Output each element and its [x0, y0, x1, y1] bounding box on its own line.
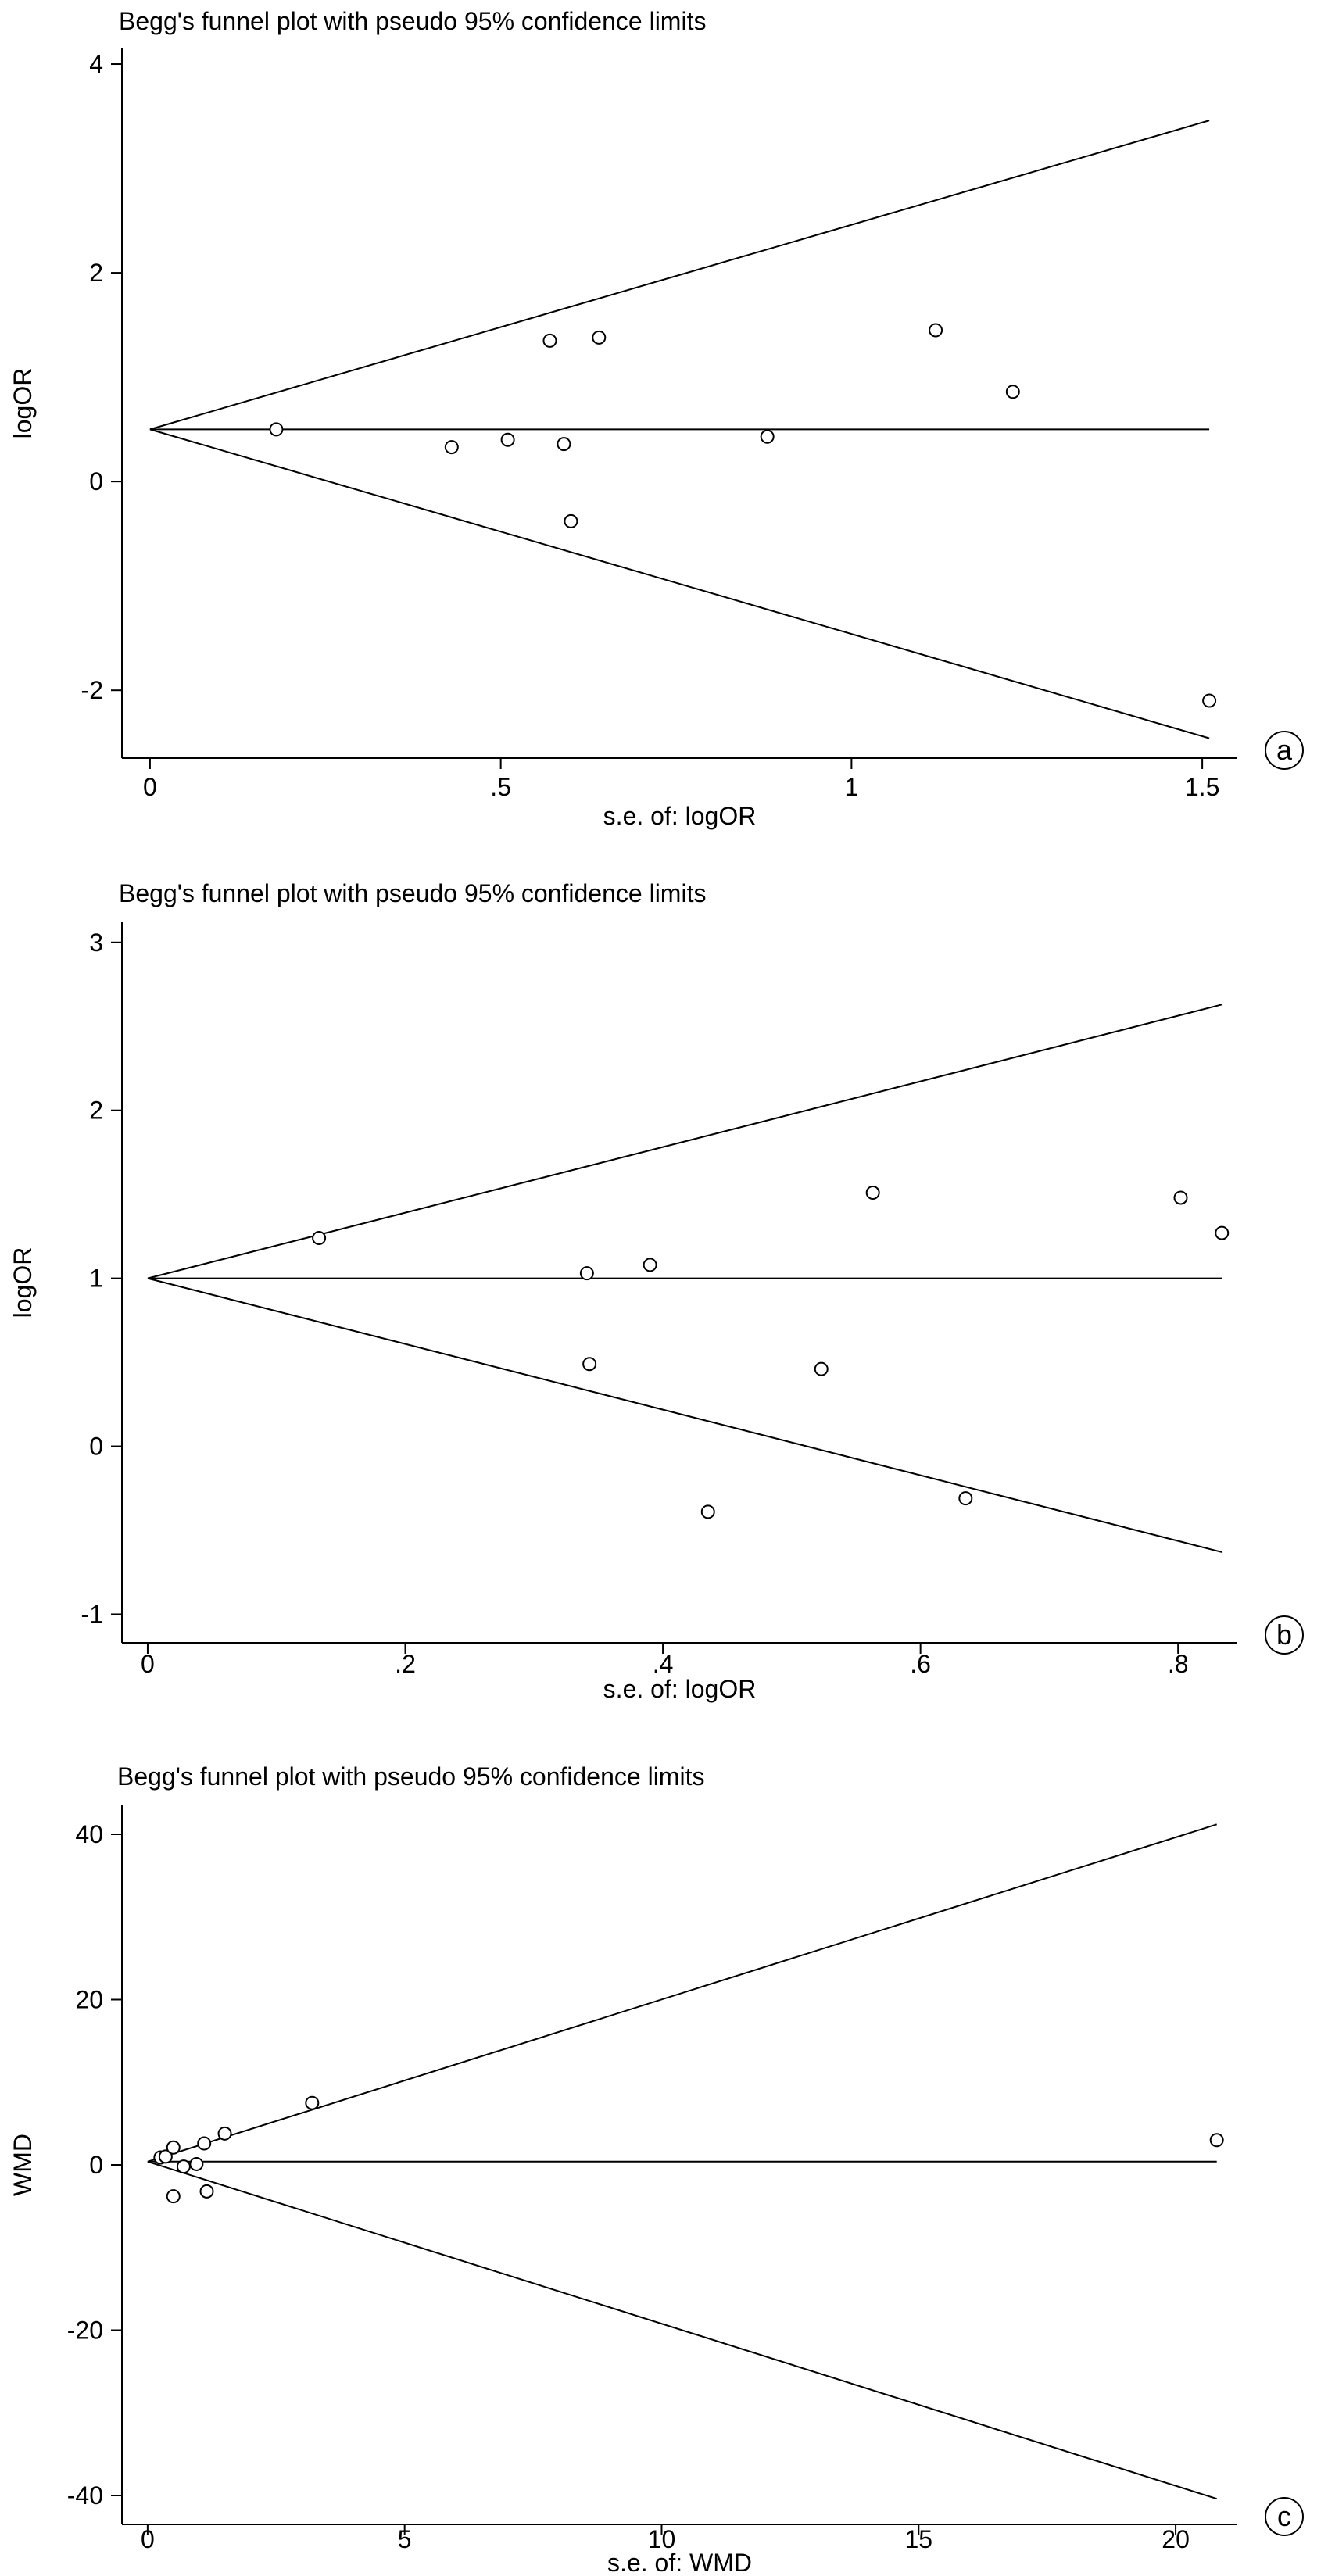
upper-confidence-limit-line — [149, 120, 1210, 431]
lower-confidence-limit-line — [147, 2160, 1217, 2500]
x-tick-label: 1.5 — [1185, 773, 1219, 801]
upper-confidence-limit-line — [147, 1004, 1222, 1279]
x-tick-label: .6 — [910, 1650, 931, 1678]
y-tick-label: 0 — [89, 2151, 103, 2179]
chart-title: Begg's funnel plot with pseudo 95% confi… — [119, 7, 706, 35]
study-point — [592, 330, 607, 345]
lower-confidence-limit-line — [149, 428, 1210, 739]
x-tick-label: 10 — [648, 2525, 676, 2553]
study-point — [1005, 385, 1020, 399]
study-point — [189, 2156, 204, 2171]
study-point — [217, 2126, 232, 2141]
lower-confidence-limit-line — [147, 1277, 1222, 1553]
chart-title: Begg's funnel plot with pseudo 95% confi… — [117, 1762, 704, 1791]
x-tick-label: .5 — [490, 773, 511, 801]
study-point — [500, 432, 515, 447]
study-point — [557, 437, 571, 452]
study-point — [582, 1357, 597, 1372]
study-point — [814, 1361, 829, 1376]
panel-label: b — [1276, 1619, 1292, 1651]
panel-label-circle — [1265, 1615, 1304, 1655]
study-point — [1202, 693, 1217, 708]
study-point — [542, 333, 557, 348]
x-tick-label: 0 — [143, 773, 157, 801]
funnel-plot-panel-b: Begg's funnel plot with pseudo 95% confi… — [9, 879, 1304, 1703]
study-point — [929, 323, 943, 338]
study-point — [865, 1186, 880, 1200]
y-tick-label: 20 — [75, 1986, 103, 2014]
y-tick-label: -20 — [67, 2316, 103, 2344]
panel-label: c — [1277, 2500, 1291, 2532]
x-axis-label: s.e. of: logOR — [603, 802, 757, 830]
y-axis-label: logOR — [9, 1247, 37, 1318]
y-tick-label: 2 — [89, 1097, 103, 1125]
study-point — [176, 2159, 191, 2174]
upper-confidence-limit-line — [147, 1823, 1217, 2163]
study-point — [444, 440, 459, 455]
y-tick-label: 3 — [89, 928, 103, 957]
x-axis-label: s.e. of: logOR — [603, 1675, 757, 1703]
x-tick-label: 15 — [904, 2525, 932, 2553]
study-point — [700, 1504, 715, 1519]
study-point — [760, 429, 775, 444]
study-point — [958, 1491, 973, 1506]
study-point — [166, 2189, 181, 2204]
x-axis-label: s.e. of: WMD — [607, 2549, 752, 2576]
study-point — [197, 2136, 212, 2151]
study-point — [1215, 1225, 1230, 1240]
panel-label-circle — [1265, 2497, 1304, 2536]
y-tick-label: 0 — [89, 467, 103, 496]
x-tick-label: 1 — [844, 773, 858, 801]
funnel-plot-panel-a: Begg's funnel plot with pseudo 95% confi… — [9, 7, 1304, 830]
study-point — [158, 2149, 173, 2164]
panel-label: a — [1276, 734, 1293, 766]
study-point — [199, 2184, 214, 2199]
study-point — [269, 422, 284, 437]
x-tick-label: 0 — [141, 2525, 155, 2553]
funnel-plot-panel-c: Begg's funnel plot with pseudo 95% confi… — [9, 1762, 1304, 2576]
y-tick-label: 1 — [89, 1265, 103, 1293]
y-tick-label: -1 — [81, 1600, 103, 1628]
x-tick-label: .2 — [395, 1650, 416, 1678]
study-point — [312, 1231, 327, 1246]
y-tick-label: 2 — [89, 259, 103, 287]
x-tick-label: .8 — [1168, 1650, 1189, 1678]
study-point — [305, 2095, 320, 2110]
study-point — [1209, 2133, 1224, 2148]
study-point — [643, 1258, 657, 1272]
chart-title: Begg's funnel plot with pseudo 95% confi… — [119, 879, 706, 907]
y-axis-label: logOR — [9, 368, 37, 439]
x-tick-label: 5 — [398, 2525, 412, 2553]
x-tick-label: 20 — [1162, 2525, 1190, 2553]
study-point — [166, 2140, 181, 2155]
panel-label-circle — [1265, 731, 1304, 770]
x-tick-label: 0 — [141, 1650, 155, 1678]
y-tick-label: 4 — [89, 50, 103, 78]
y-axis-label: WMD — [9, 2134, 37, 2196]
study-point — [564, 513, 578, 528]
y-tick-label: 0 — [89, 1433, 103, 1461]
study-point — [1173, 1190, 1188, 1205]
y-tick-label: -2 — [81, 676, 103, 704]
y-tick-label: 40 — [75, 1820, 103, 1848]
x-tick-label: .4 — [653, 1650, 674, 1678]
study-point — [579, 1266, 594, 1281]
y-tick-label: -40 — [67, 2481, 103, 2510]
